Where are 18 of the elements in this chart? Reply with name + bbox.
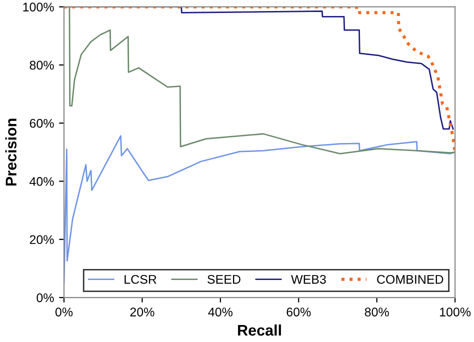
x-tick-label: 80% <box>364 308 389 316</box>
y-tick-label: 20% <box>30 235 54 244</box>
y-tick-label: 100% <box>23 2 54 12</box>
x-tick-label: 0% <box>55 308 73 316</box>
x-tick-label: 60% <box>286 308 311 316</box>
legend-label: WEB3 <box>291 274 326 284</box>
y-axis-title: Precision <box>5 118 16 186</box>
legend-label: LCSR <box>124 274 156 284</box>
y-tick-label: 60% <box>30 118 54 128</box>
x-tick-label: 100% <box>440 308 471 316</box>
legend-label: COMBINED <box>377 274 444 284</box>
y-tick-label: 80% <box>30 60 54 70</box>
x-tick-label: 20% <box>130 308 154 316</box>
legend-label: SEED <box>208 274 240 284</box>
y-tick-label: 0% <box>36 293 54 302</box>
x-axis-title: Recall <box>238 324 281 336</box>
y-tick-label: 40% <box>30 177 54 186</box>
x-tick-label: 40% <box>208 308 232 316</box>
